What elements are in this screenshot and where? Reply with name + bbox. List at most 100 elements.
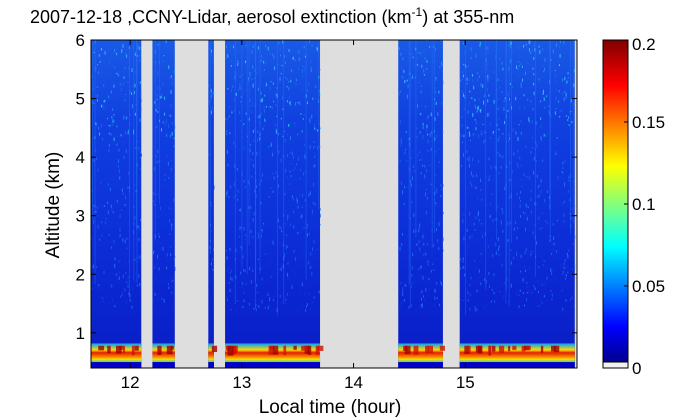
speckle bbox=[127, 284, 129, 288]
speckle bbox=[257, 232, 259, 235]
speckle bbox=[499, 153, 501, 158]
speckle bbox=[412, 143, 414, 148]
speckle bbox=[240, 226, 242, 228]
speckle bbox=[272, 190, 274, 193]
speckle bbox=[480, 231, 482, 234]
speckle bbox=[260, 91, 262, 95]
speckle bbox=[122, 238, 124, 242]
speckle bbox=[315, 223, 317, 227]
speckle bbox=[540, 180, 542, 183]
speckle bbox=[550, 290, 552, 292]
speckle bbox=[544, 58, 546, 62]
speckle bbox=[124, 203, 126, 206]
streak bbox=[129, 40, 131, 299]
boundary-blob bbox=[166, 345, 173, 355]
speckle bbox=[233, 211, 235, 215]
speckle bbox=[528, 175, 530, 180]
speckle bbox=[573, 305, 575, 307]
speckle bbox=[559, 40, 561, 44]
streak bbox=[158, 40, 160, 205]
speckle bbox=[418, 228, 420, 233]
data-segment bbox=[398, 40, 445, 368]
speckle bbox=[272, 53, 274, 56]
speckle bbox=[271, 259, 273, 263]
speckle bbox=[426, 124, 428, 129]
data-segment bbox=[208, 40, 218, 368]
speckle bbox=[438, 90, 440, 94]
speckle bbox=[487, 51, 489, 54]
speckle bbox=[130, 212, 132, 216]
speckle bbox=[96, 205, 98, 210]
speckle bbox=[565, 93, 567, 96]
speckle bbox=[128, 292, 130, 296]
speckle bbox=[433, 243, 435, 248]
speckle bbox=[266, 105, 268, 108]
speckle bbox=[239, 75, 241, 78]
speckle bbox=[95, 65, 97, 69]
speckle bbox=[154, 292, 156, 296]
speckle bbox=[170, 134, 172, 138]
speckle bbox=[563, 213, 565, 217]
speckle bbox=[213, 248, 215, 251]
speckle bbox=[238, 89, 240, 91]
speckle bbox=[490, 300, 492, 303]
speckle bbox=[417, 51, 419, 54]
speckle bbox=[211, 175, 213, 178]
speckle bbox=[130, 92, 132, 96]
speckle bbox=[471, 74, 473, 77]
speckle bbox=[213, 185, 215, 190]
speckle bbox=[240, 101, 242, 103]
speckle bbox=[474, 104, 476, 108]
speckle bbox=[419, 304, 421, 308]
speckle bbox=[465, 66, 467, 69]
speckle bbox=[111, 124, 113, 126]
speckle bbox=[133, 222, 135, 226]
speckle bbox=[109, 283, 111, 287]
speckle bbox=[405, 148, 407, 152]
speckle bbox=[424, 165, 426, 168]
speckle bbox=[493, 70, 495, 74]
speckle bbox=[509, 137, 511, 140]
speckle bbox=[466, 77, 468, 81]
speckle bbox=[540, 100, 542, 103]
speckle bbox=[534, 148, 536, 151]
speckle bbox=[404, 80, 406, 84]
speckle bbox=[565, 299, 567, 302]
speckle bbox=[498, 86, 500, 89]
x-tick-label: 12 bbox=[121, 373, 140, 392]
speckle bbox=[507, 299, 509, 304]
speckle bbox=[554, 111, 556, 115]
speckle bbox=[133, 186, 135, 191]
speckle bbox=[541, 212, 543, 215]
speckle bbox=[311, 108, 313, 111]
segment-background bbox=[208, 40, 214, 368]
speckle bbox=[469, 236, 471, 240]
speckle bbox=[226, 269, 228, 273]
speckle bbox=[410, 183, 412, 187]
speckle bbox=[569, 174, 571, 178]
speckle bbox=[434, 137, 436, 141]
speckle bbox=[480, 83, 482, 87]
speckle bbox=[468, 166, 470, 168]
speckle bbox=[161, 297, 163, 300]
speckle bbox=[250, 206, 252, 209]
speckle bbox=[92, 100, 94, 104]
speckle bbox=[138, 59, 140, 62]
speckle bbox=[101, 221, 103, 224]
speckle bbox=[461, 90, 463, 94]
speckle bbox=[428, 246, 430, 248]
speckle bbox=[310, 265, 312, 268]
speckle bbox=[487, 46, 489, 50]
speckle bbox=[470, 171, 472, 176]
speckle bbox=[311, 226, 313, 228]
speckle bbox=[252, 199, 254, 204]
speckle bbox=[442, 80, 444, 85]
speckle bbox=[136, 284, 138, 287]
speckle bbox=[112, 284, 114, 287]
speckle bbox=[250, 229, 252, 233]
speckle bbox=[126, 144, 128, 148]
speckle bbox=[398, 47, 400, 51]
y-tick-label: 5 bbox=[76, 90, 85, 109]
speckle bbox=[173, 198, 175, 203]
speckle bbox=[252, 44, 254, 49]
